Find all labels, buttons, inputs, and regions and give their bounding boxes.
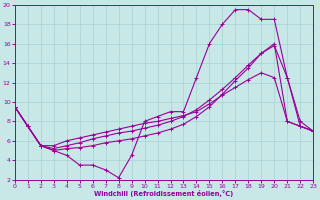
X-axis label: Windchill (Refroidissement éolien,°C): Windchill (Refroidissement éolien,°C) [94, 190, 234, 197]
